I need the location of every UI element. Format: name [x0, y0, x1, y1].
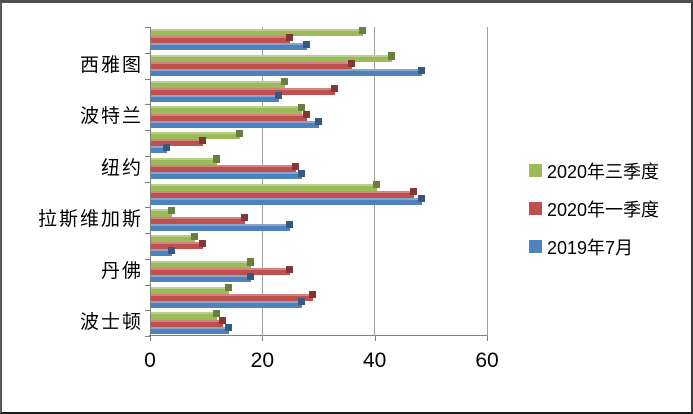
value-axis-label: 20 — [250, 349, 275, 372]
category-label: 丹佛 — [100, 260, 143, 282]
value-axis-line — [149, 335, 488, 336]
bar — [151, 169, 305, 180]
bar — [151, 258, 255, 269]
category-axis-tick — [145, 130, 150, 131]
value-axis-tick — [487, 336, 488, 341]
bar — [151, 118, 321, 128]
bar — [151, 206, 176, 217]
legend-label: 2020年三季度 — [547, 161, 660, 182]
value-axis-label: 0 — [144, 349, 156, 372]
bar — [151, 188, 417, 198]
bar — [151, 284, 232, 294]
category-axis-tick — [145, 284, 150, 286]
bar — [151, 195, 426, 205]
bar — [151, 111, 311, 121]
gridline — [261, 27, 263, 336]
bar — [151, 40, 311, 51]
bar — [151, 78, 288, 88]
category-label: 纽约 — [100, 157, 143, 179]
category-axis-tick — [145, 336, 150, 337]
category-axis-tick — [145, 27, 150, 28]
value-axis-tick — [262, 336, 264, 341]
legend-label: 2019年7月 — [547, 237, 634, 258]
bar — [151, 129, 243, 140]
bar — [151, 298, 305, 308]
legend-swatch-blue-icon — [529, 240, 542, 253]
bar — [151, 214, 249, 224]
category-axis-tick — [145, 155, 150, 157]
bar — [151, 85, 339, 95]
category-axis-tick — [145, 104, 150, 106]
bar — [151, 317, 227, 327]
legend-item: 2019年7月 — [529, 235, 659, 258]
bar — [151, 59, 356, 70]
category-axis-tick — [145, 207, 150, 209]
category-axis-tick — [145, 181, 150, 183]
plot-area — [145, 26, 488, 341]
bar — [151, 155, 221, 166]
bar — [151, 265, 294, 276]
bar — [151, 33, 294, 44]
bar — [151, 246, 176, 257]
legend-item: 2020年一季度 — [529, 197, 659, 220]
bar — [151, 232, 198, 243]
legend: 2020年三季度 2020年一季度 2019年7月 — [529, 159, 659, 258]
legend-swatch-green-icon — [529, 164, 542, 177]
bar — [151, 324, 232, 334]
value-axis-tick — [374, 336, 376, 341]
category-axis-line — [150, 27, 151, 336]
category-axis-tick — [145, 310, 150, 312]
legend-item: 2020年三季度 — [529, 159, 659, 182]
category-axis-tick — [145, 78, 150, 80]
category-axis-tick — [145, 258, 150, 260]
category-axis-tick — [145, 52, 150, 54]
bar — [151, 309, 221, 320]
bar — [151, 291, 316, 301]
bar — [151, 143, 170, 154]
value-axis-label: 60 — [475, 349, 499, 372]
bar — [151, 52, 395, 63]
bar — [151, 26, 367, 37]
category-label: 拉斯维加斯 — [37, 209, 143, 231]
bar — [151, 66, 426, 77]
category-label: 波特兰 — [79, 106, 143, 128]
legend-label: 2020年一季度 — [547, 199, 660, 220]
bar — [151, 181, 381, 191]
gridline — [486, 27, 488, 336]
value-axis-tick — [150, 336, 151, 341]
category-label: 西雅图 — [79, 54, 143, 76]
bar — [151, 92, 283, 102]
bar — [151, 136, 207, 147]
legend-swatch-red-icon — [529, 202, 542, 215]
bar — [151, 103, 305, 114]
bar — [151, 221, 294, 231]
category-label: 波士顿 — [79, 312, 143, 334]
bar — [151, 239, 207, 250]
bar — [151, 162, 300, 173]
category-axis-tick — [145, 233, 150, 234]
bar — [151, 272, 255, 283]
value-axis-label: 40 — [362, 349, 387, 372]
